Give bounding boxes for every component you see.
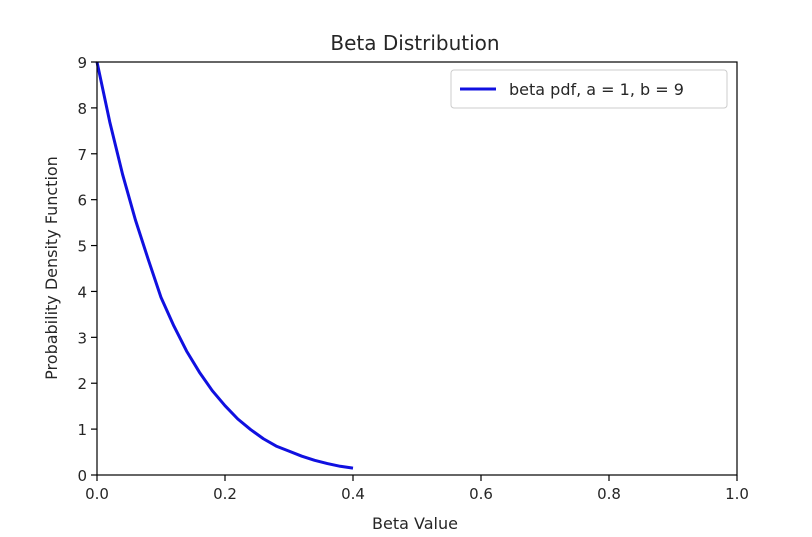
y-tick-label: 3 xyxy=(77,329,87,347)
legend: beta pdf, a = 1, b = 9 xyxy=(450,69,728,109)
y-tick-label: 6 xyxy=(77,192,87,210)
y-tick-label: 7 xyxy=(77,146,87,164)
y-axis-label: Probability Density Function xyxy=(42,156,61,380)
y-tick-label: 4 xyxy=(77,283,87,301)
y-tick-label: 0 xyxy=(77,467,87,485)
y-tick-label: 8 xyxy=(77,100,87,118)
x-tick-label: 0.8 xyxy=(597,485,621,503)
x-tick-label: 0.6 xyxy=(469,485,493,503)
series-line-0 xyxy=(95,61,354,470)
y-tick-label: 1 xyxy=(77,421,87,439)
y-tick-label: 9 xyxy=(77,54,87,72)
x-tick-label: 0.4 xyxy=(341,485,365,503)
legend-box xyxy=(450,69,728,109)
x-tick-label: 0.2 xyxy=(213,485,237,503)
x-tick-label: 0.0 xyxy=(85,485,109,503)
legend-label: beta pdf, a = 1, b = 9 xyxy=(509,80,684,99)
x-tick-label: 1.0 xyxy=(725,485,749,503)
x-axis-label: Beta Value xyxy=(372,514,458,533)
chart-title: Beta Distribution xyxy=(330,31,499,55)
y-tick-label: 2 xyxy=(77,375,87,393)
y-tick-label: 5 xyxy=(77,238,87,256)
plot-frame xyxy=(96,61,738,476)
plot-layer: 0.0 0.2 0.4 0.6 0.8 1.0 0 1 2 3 4 5 6 7 8 9 xyxy=(77,54,748,503)
